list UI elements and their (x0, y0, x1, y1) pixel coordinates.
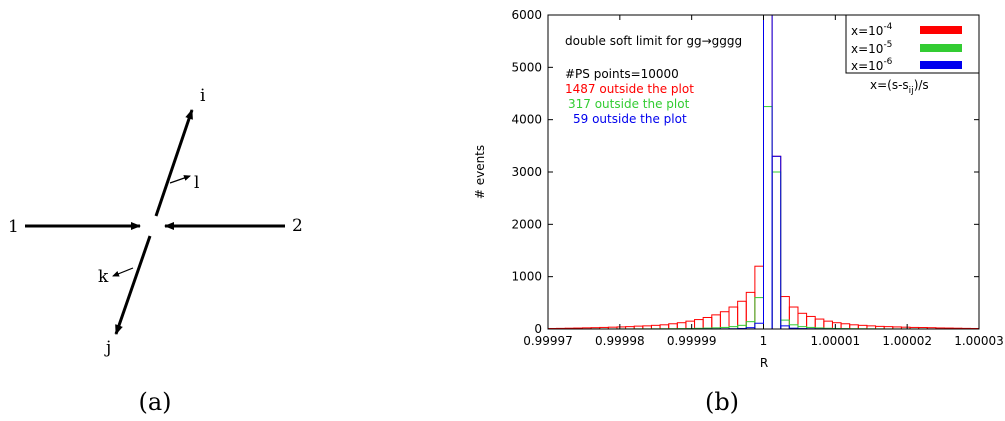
legend-note: x=(s-sij)/s (870, 78, 929, 96)
x-tick-label: 1.00001 (811, 334, 861, 348)
axis-ticks: 0.99997 0.99998 0.99999 1 1.00001 1.00002 1.00… (511, 8, 1003, 348)
legend-label-3: x=10 (851, 59, 883, 73)
svg-text:x=10-5: x=10-5 (851, 40, 892, 56)
x-tick-label: 0.99999 (667, 334, 717, 348)
y-tick-label: 1000 (511, 270, 542, 284)
legend-exp-2: -5 (883, 40, 892, 50)
annotation-title: double soft limit for gg→gggg (565, 34, 742, 48)
bar (771, 155, 782, 330)
y-tick-label: 3000 (511, 165, 542, 179)
bar (771, 155, 782, 330)
y-tick-label: 4000 (511, 113, 542, 127)
x-tick-label: 1.00002 (882, 334, 932, 348)
bar (780, 319, 790, 330)
outgoing-arrow-i (154, 109, 194, 217)
caption-b: (b) (705, 388, 739, 416)
soft-arrow-l (169, 175, 191, 184)
bar (719, 311, 730, 330)
series-3-bars (685, 14, 851, 330)
panel-b-chart: 0.99997 0.99998 0.99999 1 1.00001 1.00002 1.00… (473, 8, 1004, 416)
bar (694, 319, 704, 330)
label-k: k (98, 267, 109, 287)
bar (745, 291, 756, 330)
y-axis-label: # events (473, 145, 487, 199)
legend-swatch-red (920, 26, 962, 34)
legend-swatch-green (920, 44, 962, 52)
annotation-outside-green: 317 outside the plot (568, 97, 690, 111)
x-tick-label: 1.00003 (954, 334, 1004, 348)
legend-swatch-blue (920, 61, 962, 69)
legend-entry-2: x=10-5 (851, 40, 962, 56)
legend-exp-1: -4 (883, 22, 892, 32)
y-tick-label: 0 (534, 322, 542, 336)
bar (702, 316, 713, 330)
svg-text:x=10-4: x=10-4 (851, 22, 893, 38)
legend-label-2: x=10 (851, 42, 883, 56)
x-tick-label: 0.99997 (523, 334, 573, 348)
series-2-bars (590, 106, 928, 330)
x-tick-label: 0.99998 (595, 334, 645, 348)
annotation-outside-red: 1487 outside the plot (565, 82, 694, 96)
bar (728, 306, 739, 330)
soft-arrow-k (112, 267, 134, 277)
legend-exp-3: -6 (883, 57, 892, 67)
legend-label-1: x=10 (851, 24, 883, 38)
bar (754, 297, 765, 330)
label-2: 2 (292, 216, 303, 236)
annotation-ps-points: #PS points=10000 (565, 67, 679, 81)
legend-entry-1: x=10-4 (851, 22, 962, 38)
bar (788, 306, 799, 330)
svg-text:x=10-6: x=10-6 (851, 57, 893, 73)
bar (737, 300, 747, 330)
outgoing-arrow-j (114, 235, 152, 335)
x-axis-label: R (760, 356, 768, 370)
panel-a-diagram: i l 1 2 k j (a) (8, 86, 303, 416)
bar (763, 14, 773, 330)
x-tick-label: 1 (760, 334, 768, 348)
bar (754, 322, 765, 330)
bar (780, 296, 790, 330)
label-l: l (194, 173, 199, 193)
bar (711, 314, 721, 330)
bar (771, 171, 782, 330)
y-tick-label: 2000 (511, 217, 542, 231)
annotation-outside-blue: 59 outside the plot (573, 112, 687, 126)
y-tick-label: 6000 (511, 8, 542, 22)
bar (685, 320, 696, 330)
bar (676, 322, 687, 330)
label-j: j (104, 338, 111, 358)
label-1: 1 (8, 217, 19, 237)
label-i: i (200, 86, 206, 106)
bar (763, 14, 773, 330)
legend-entry-3: x=10-6 (851, 57, 962, 73)
bar (763, 106, 773, 330)
caption-a: (a) (138, 388, 171, 416)
y-tick-label: 5000 (511, 60, 542, 74)
